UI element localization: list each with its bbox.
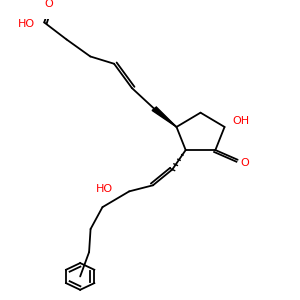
Text: HO: HO bbox=[96, 184, 113, 194]
Text: HO: HO bbox=[18, 20, 35, 29]
Text: O: O bbox=[44, 0, 53, 9]
Polygon shape bbox=[152, 107, 176, 127]
Text: OH: OH bbox=[232, 116, 249, 126]
Text: O: O bbox=[241, 158, 249, 168]
